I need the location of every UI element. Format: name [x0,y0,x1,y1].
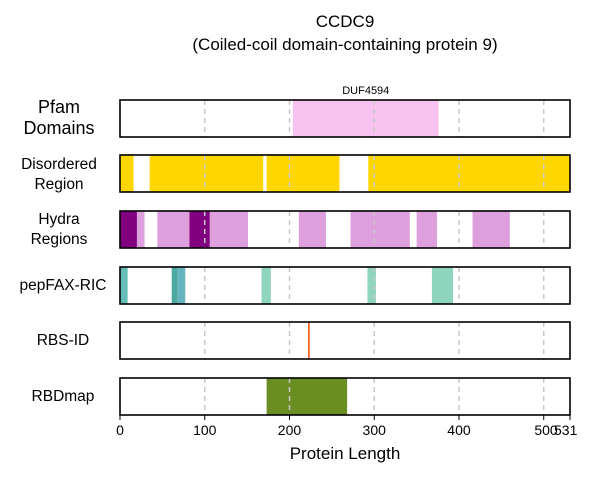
x-tick-label: 300 [363,422,387,438]
x-tick-label: 200 [278,422,302,438]
x-tick-label: 0 [116,422,124,438]
feature-bar [431,267,454,304]
track-label-line: Disordered [21,156,97,173]
feature-bar [120,211,137,248]
track-border [119,321,571,360]
feature-bar [261,267,271,304]
x-tick-label: 531 [554,422,578,438]
feature-label: DUF4594 [342,85,389,97]
track-border [119,377,571,416]
track-label-rbdmap: RBDmap [4,387,122,407]
track-background [120,267,570,304]
track-border [119,154,571,193]
chart-subtitle: (Coiled-coil domain-containing protein 9… [192,35,498,54]
track-border [119,99,571,138]
track-border [119,266,571,305]
x-tick-label: 500 [534,422,558,438]
track-border [119,210,571,249]
feature-bar [177,267,186,304]
x-axis-label: Protein Length [289,444,401,463]
feature-bar [120,267,128,304]
track-label-line: RBS-ID [36,332,90,349]
feature-bar [171,267,178,304]
feature-bar [189,211,210,248]
track-label-rbs-id: RBS-ID [4,331,122,351]
feature-bar [298,211,326,248]
track-label-line: pepFAX-RIC [19,277,107,294]
track-label-line: Regions [30,231,88,248]
feature-bar [266,378,348,415]
feature-bar [350,211,410,248]
track-label-pepfax-ric: pepFAX-RIC [4,276,122,296]
track-label-line: RBDmap [31,388,95,405]
feature-bar [266,155,340,192]
track-background [120,322,570,359]
x-tick-label: 400 [447,422,471,438]
feature-bar [209,211,248,248]
track-label-line: Region [34,176,84,193]
track-label-disordered-region: Disordered Region [0,155,118,195]
feature-bar [157,211,190,248]
x-tick-label: 100 [193,422,217,438]
feature-bar [367,267,376,304]
feature-bar [136,211,145,248]
chart-title: CCDC9 [315,12,375,31]
track-label-line: Domains [23,118,95,138]
track-label-line: Hydra [38,211,80,228]
track-label-hydra-regions: Hydra Regions [0,210,118,250]
feature-bar [149,155,264,192]
feature-bar [472,211,510,248]
feature-bar [368,155,570,192]
feature-bar [292,100,439,137]
feature-bar [308,322,310,359]
feature-bar [120,155,134,192]
track-label-line: Pfam [37,97,80,117]
track-label-pfam-domains: Pfam Domains [0,97,118,139]
feature-bar [416,211,437,248]
